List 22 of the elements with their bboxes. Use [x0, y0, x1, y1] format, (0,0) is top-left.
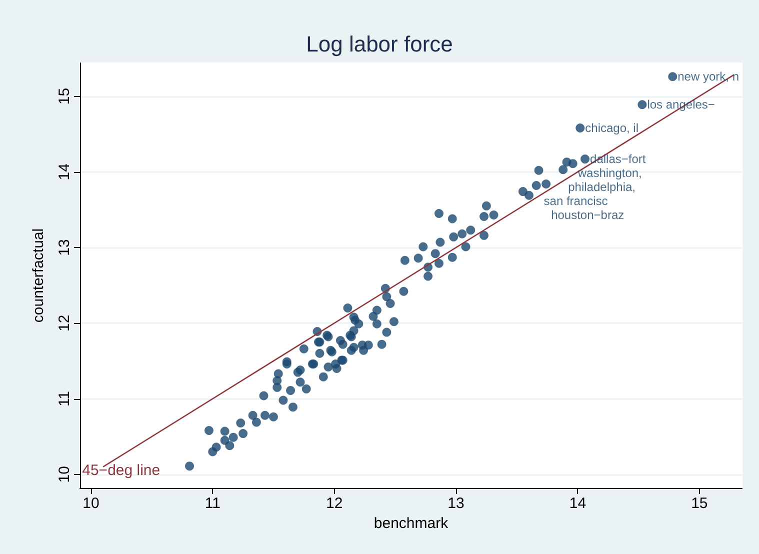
annotation: new york, n: [678, 70, 739, 84]
x-tick-label: 10: [82, 495, 100, 512]
chart-title: Log labor force: [306, 32, 453, 56]
annotation: washington,: [576, 166, 642, 180]
x-tick-label: 11: [204, 495, 220, 512]
annotation: san francisc: [544, 194, 608, 208]
y-tick-label: 13: [56, 239, 73, 256]
x-tick-label: 14: [569, 495, 586, 512]
annotation: philadelphia,: [568, 180, 636, 194]
y-tick-label: 14: [56, 164, 73, 180]
series-label: 45−deg line: [82, 462, 160, 479]
x-tick-label: 12: [326, 495, 343, 512]
x-tick-label: 13: [448, 495, 464, 512]
annotation: chicago, il: [585, 121, 639, 136]
annotation: houston−braz: [551, 208, 624, 222]
x-axis-title: benchmark: [374, 514, 449, 532]
y-axis-title: counterfactual: [30, 228, 47, 323]
y-tick-label: 10: [56, 466, 73, 483]
y-tick-label: 11: [56, 390, 73, 407]
y-tick-label: 15: [56, 88, 73, 105]
y-tick-label: 12: [56, 314, 73, 332]
x-tick-label: 15: [691, 495, 708, 512]
